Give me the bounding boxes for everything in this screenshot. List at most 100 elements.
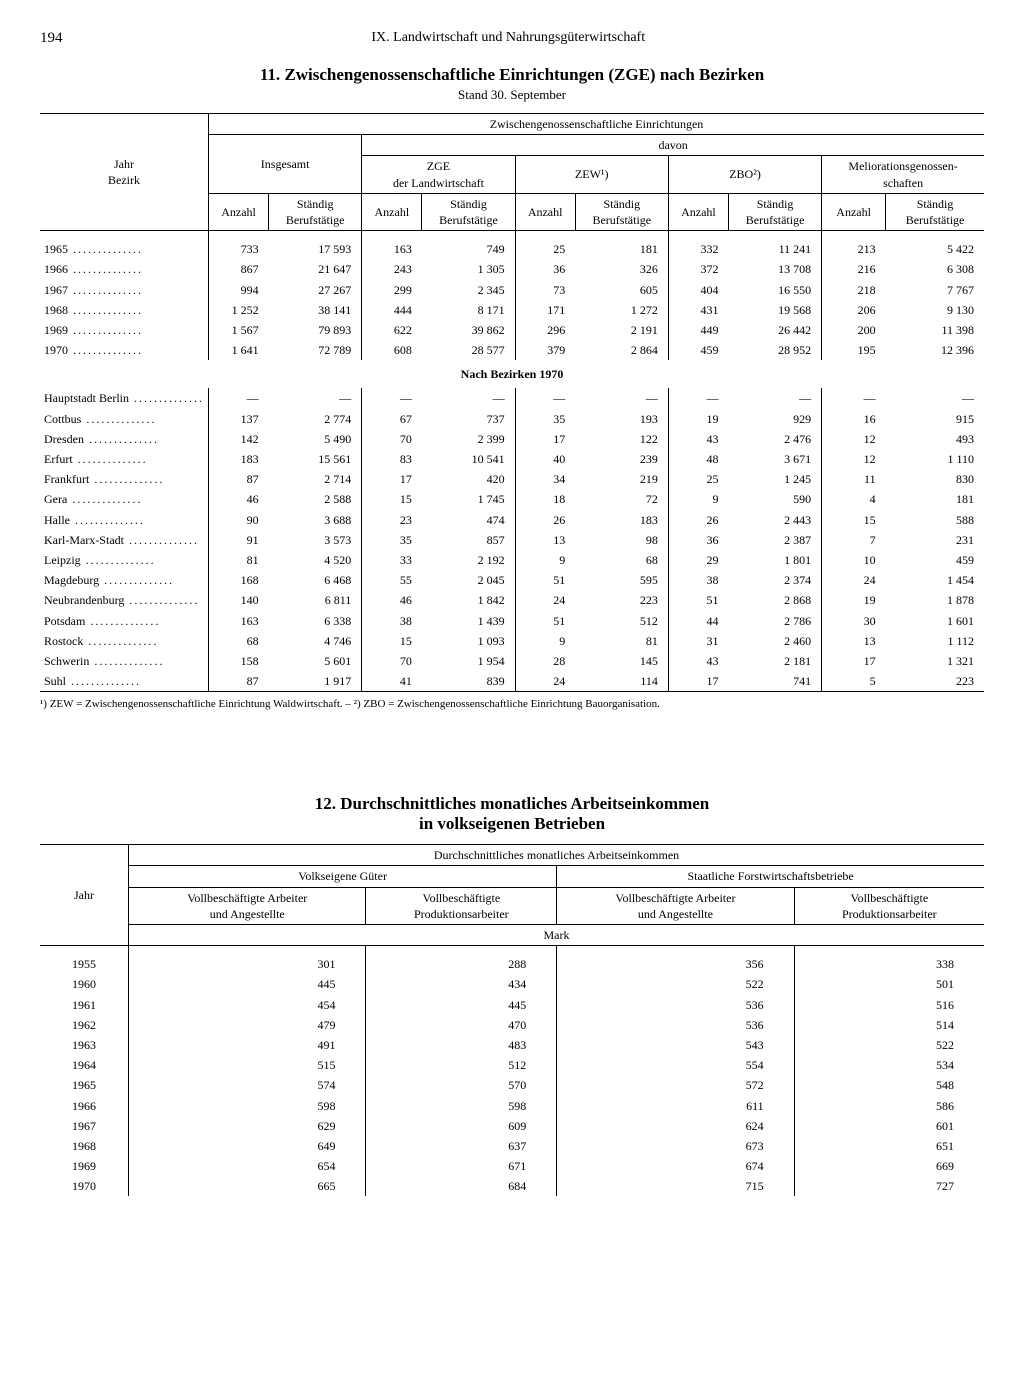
t11-cell: 929 bbox=[729, 409, 822, 429]
t11-cell: 223 bbox=[575, 590, 668, 610]
t11-row-label: Suhl bbox=[40, 671, 208, 692]
t11-row-label: 1970 bbox=[40, 340, 208, 360]
t11-cell: 1 745 bbox=[422, 489, 515, 509]
t11-cell: 26 bbox=[515, 510, 575, 530]
t11-h-a2: Anzahl bbox=[362, 193, 422, 230]
t12-cell: 673 bbox=[557, 1136, 794, 1156]
t11-cell: — bbox=[515, 388, 575, 408]
t11-cell: 25 bbox=[668, 469, 728, 489]
t12-year: 1962 bbox=[40, 1015, 129, 1035]
t11-cell: 70 bbox=[362, 429, 422, 449]
t11-cell: 15 bbox=[822, 510, 886, 530]
t11-cell: 588 bbox=[886, 510, 984, 530]
t11-cell: 23 bbox=[362, 510, 422, 530]
t11-cell: 28 952 bbox=[729, 340, 822, 360]
t11-cell: 73 bbox=[515, 280, 575, 300]
t11-cell: 608 bbox=[362, 340, 422, 360]
t11-cell: 16 550 bbox=[729, 280, 822, 300]
t12-cell: 454 bbox=[129, 995, 366, 1015]
t11-row-label: Neubrandenburg bbox=[40, 590, 208, 610]
t11-row-label: 1966 bbox=[40, 259, 208, 279]
t11-row-label: Schwerin bbox=[40, 651, 208, 671]
t11-row-label: Frankfurt bbox=[40, 469, 208, 489]
t11-cell: 2 443 bbox=[729, 510, 822, 530]
t11-cell: 5 490 bbox=[269, 429, 362, 449]
t11-cell: — bbox=[575, 388, 668, 408]
t11-cell: 1 601 bbox=[886, 611, 984, 631]
t11-cell: 68 bbox=[208, 631, 268, 651]
t11-cell: 171 bbox=[515, 300, 575, 320]
t11-cell: 114 bbox=[575, 671, 668, 692]
t11-cell: 15 bbox=[362, 489, 422, 509]
t11-cell: 2 476 bbox=[729, 429, 822, 449]
t11-cell: 33 bbox=[362, 550, 422, 570]
t11-cell: 12 bbox=[822, 429, 886, 449]
t11-cell: 2 714 bbox=[269, 469, 362, 489]
t11-cell: 83 bbox=[362, 449, 422, 469]
t11-cell: 44 bbox=[668, 611, 728, 631]
t12-h-unit: Mark bbox=[129, 925, 985, 946]
t11-row-label: 1968 bbox=[40, 300, 208, 320]
t11-cell: 1 917 bbox=[269, 671, 362, 692]
t12-cell: 516 bbox=[794, 995, 984, 1015]
t11-cell: 5 bbox=[822, 671, 886, 692]
t11-cell: 30 bbox=[822, 611, 886, 631]
t12-cell: 288 bbox=[366, 946, 557, 975]
t11-cell: 24 bbox=[822, 570, 886, 590]
t11-cell: 1 321 bbox=[886, 651, 984, 671]
t12-cell: 501 bbox=[794, 974, 984, 994]
t11-cell: 195 bbox=[822, 340, 886, 360]
t12-cell: 598 bbox=[129, 1096, 366, 1116]
t11-cell: 2 399 bbox=[422, 429, 515, 449]
t11-h-zge: ZGE der Landwirtschaft bbox=[362, 156, 515, 193]
t11-row-label: Leipzig bbox=[40, 550, 208, 570]
t11-row-label: Halle bbox=[40, 510, 208, 530]
t11-cell: 9 130 bbox=[886, 300, 984, 320]
t11-cell: 87 bbox=[208, 671, 268, 692]
t12-year: 1963 bbox=[40, 1035, 129, 1055]
t12-cell: 479 bbox=[129, 1015, 366, 1035]
t12-cell: 665 bbox=[129, 1176, 366, 1196]
t11-cell: 29 bbox=[668, 550, 728, 570]
t11-cell: 6 468 bbox=[269, 570, 362, 590]
t11-row-label: 1965 bbox=[40, 231, 208, 260]
t11-h-a4: Anzahl bbox=[668, 193, 728, 230]
t11-cell: 372 bbox=[668, 259, 728, 279]
t11-cell: 5 601 bbox=[269, 651, 362, 671]
t11-cell: 43 bbox=[668, 429, 728, 449]
t12-year: 1965 bbox=[40, 1075, 129, 1095]
t11-cell: 193 bbox=[575, 409, 668, 429]
t11-cell: 91 bbox=[208, 530, 268, 550]
t11-cell: 1 801 bbox=[729, 550, 822, 570]
t11-cell: 17 bbox=[668, 671, 728, 692]
t11-cell: 17 bbox=[822, 651, 886, 671]
t11-cell: 31 bbox=[668, 631, 728, 651]
t11-cell: 839 bbox=[422, 671, 515, 692]
t12-cell: 470 bbox=[366, 1015, 557, 1035]
t11-cell: 379 bbox=[515, 340, 575, 360]
t11-cell: 1 305 bbox=[422, 259, 515, 279]
t11-cell: 17 bbox=[362, 469, 422, 489]
t12-cell: 483 bbox=[366, 1035, 557, 1055]
t11-cell: 1 567 bbox=[208, 320, 268, 340]
t11-h-s4: Ständig Berufstätige bbox=[729, 193, 822, 230]
t11-cell: 35 bbox=[362, 530, 422, 550]
t11-cell: 36 bbox=[515, 259, 575, 279]
t12-year: 1955 bbox=[40, 946, 129, 975]
t12-cell: 554 bbox=[557, 1055, 794, 1075]
t12-year: 1964 bbox=[40, 1055, 129, 1075]
t11-cell: 867 bbox=[208, 259, 268, 279]
t11-cell: 19 bbox=[822, 590, 886, 610]
t11-cell: 2 868 bbox=[729, 590, 822, 610]
t11-cell: — bbox=[269, 388, 362, 408]
t11-cell: 2 191 bbox=[575, 320, 668, 340]
t11-cell: 81 bbox=[208, 550, 268, 570]
t11-cell: 24 bbox=[515, 590, 575, 610]
t11-cell: — bbox=[422, 388, 515, 408]
t11-cell: 5 422 bbox=[886, 231, 984, 260]
t12-h-c1: Vollbeschäftigte Arbeiter und Angestellt… bbox=[129, 887, 366, 924]
t11-cell: 1 454 bbox=[886, 570, 984, 590]
t11-cell: 142 bbox=[208, 429, 268, 449]
t11-cell: 1 093 bbox=[422, 631, 515, 651]
t11-cell: 2 345 bbox=[422, 280, 515, 300]
